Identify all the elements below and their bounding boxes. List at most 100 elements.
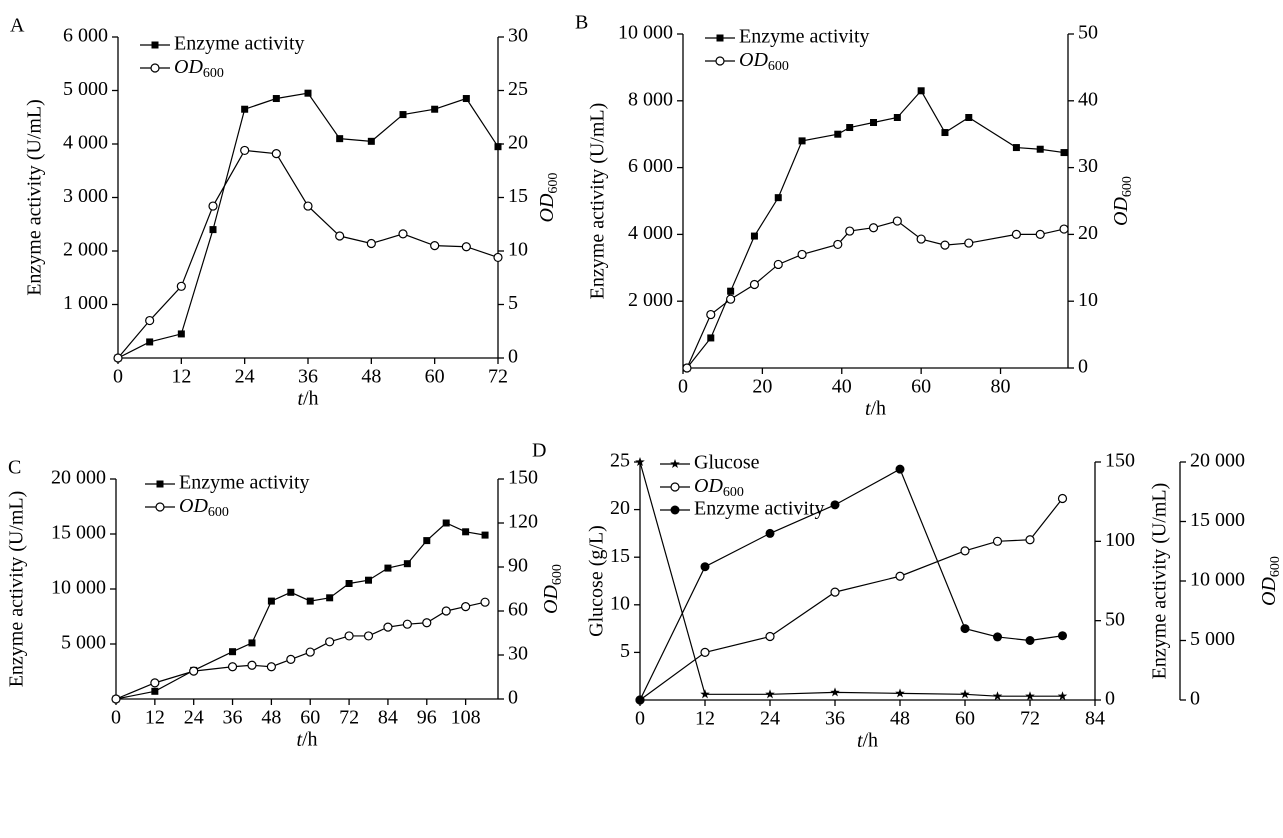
y-tick-label: 150 [1105, 450, 1135, 472]
x-tick-label: 96 [417, 707, 437, 729]
y-tick-label: 1 000 [63, 292, 108, 314]
y-tick-label: 60 [508, 599, 528, 621]
y-tick-label: 0 [1105, 688, 1115, 710]
marker [431, 105, 439, 113]
marker [700, 562, 710, 572]
x-tick-label: 0 [678, 376, 688, 398]
y-axis-label: Glucose (g/L) [586, 525, 608, 637]
x-tick-label: 60 [911, 376, 931, 398]
x-tick-label: 72 [339, 707, 359, 729]
y-tick-label: 15 [508, 185, 528, 207]
y-tick-label: 5 [508, 292, 518, 314]
legend-label: Enzyme activity [179, 472, 310, 494]
y-axis-label: Enzyme activity (U/mL) [587, 103, 609, 300]
y-tick-label: 5 000 [1190, 628, 1235, 650]
marker [964, 238, 974, 248]
marker [892, 216, 902, 226]
y-tick-label: 50 [1105, 608, 1125, 630]
marker [635, 457, 645, 467]
marker [345, 580, 353, 587]
x-tick-label: 24 [184, 707, 204, 729]
x-tick-label: 36 [223, 707, 243, 729]
marker [146, 338, 154, 346]
series-line [117, 149, 499, 359]
marker [1012, 144, 1020, 152]
marker [774, 194, 782, 202]
x-tick-label: 48 [890, 708, 910, 730]
marker [700, 647, 710, 658]
x-axis-label: t/h [297, 388, 318, 410]
marker [493, 252, 503, 263]
y-tick-label: 120 [508, 511, 538, 533]
marker [462, 95, 470, 103]
series-line [115, 601, 486, 700]
marker [895, 571, 905, 581]
marker [773, 259, 783, 270]
y-tick-label: 6 000 [63, 25, 108, 47]
marker [383, 622, 393, 632]
y-tick-label: 20 [508, 132, 528, 154]
legend-label: Glucose [694, 452, 760, 474]
marker [1011, 229, 1022, 239]
marker [846, 124, 854, 132]
marker [271, 149, 281, 159]
y-tick-label: 30 [1078, 155, 1098, 177]
marker [151, 41, 159, 49]
marker [365, 576, 373, 584]
x-tick-label: 60 [425, 366, 445, 388]
marker [726, 294, 736, 304]
y-tick-label: 10 [1078, 289, 1098, 311]
x-tick-label: 60 [955, 708, 975, 730]
y-tick-label: 15 [610, 545, 630, 567]
legend-label: OD600 [174, 56, 224, 82]
marker [229, 648, 237, 656]
legend-label: Enzyme activity [174, 33, 305, 55]
y2-axis-label: OD600 [540, 564, 566, 614]
x-tick-label: 48 [261, 707, 281, 729]
marker [336, 135, 344, 143]
y-tick-label: 25 [610, 450, 630, 472]
marker [1057, 691, 1068, 701]
x-tick-label: 12 [695, 708, 715, 730]
marker [797, 249, 807, 260]
marker [670, 505, 680, 515]
y-tick-label: 15 000 [1190, 509, 1245, 531]
marker [834, 130, 842, 138]
x-tick-label: 84 [1085, 708, 1105, 730]
series-line [117, 92, 499, 359]
panel-label: D [532, 440, 546, 462]
y-tick-label: 0 [1078, 356, 1088, 378]
marker [940, 240, 950, 250]
x-axis-label: t/h [857, 730, 878, 752]
marker [367, 137, 375, 145]
y-tick-label: 3 000 [63, 185, 108, 207]
marker [750, 232, 758, 240]
marker [209, 226, 217, 234]
x-tick-label: 60 [300, 707, 320, 729]
marker [960, 689, 970, 699]
y-tick-label: 25 [508, 78, 528, 100]
y-tick-label: 0 [508, 687, 518, 709]
marker [992, 691, 1003, 701]
marker [765, 689, 775, 699]
series-line [686, 220, 1065, 369]
y-tick-label: 10 000 [618, 22, 673, 44]
marker [402, 619, 412, 629]
marker [462, 528, 470, 536]
marker [965, 114, 973, 121]
marker [845, 226, 855, 236]
x-tick-label: 36 [825, 708, 845, 730]
marker [1025, 636, 1035, 645]
marker [305, 647, 315, 657]
x-axis-label: t/h [865, 398, 886, 420]
marker [494, 143, 502, 151]
marker [480, 597, 490, 607]
marker [1058, 631, 1067, 641]
marker [326, 594, 334, 602]
y-tick-label: 10 000 [51, 577, 106, 599]
marker [111, 694, 121, 704]
legend-label: OD600 [179, 495, 229, 521]
legend-label: Enzyme activity [694, 498, 825, 520]
y-tick-label: 90 [508, 555, 528, 577]
